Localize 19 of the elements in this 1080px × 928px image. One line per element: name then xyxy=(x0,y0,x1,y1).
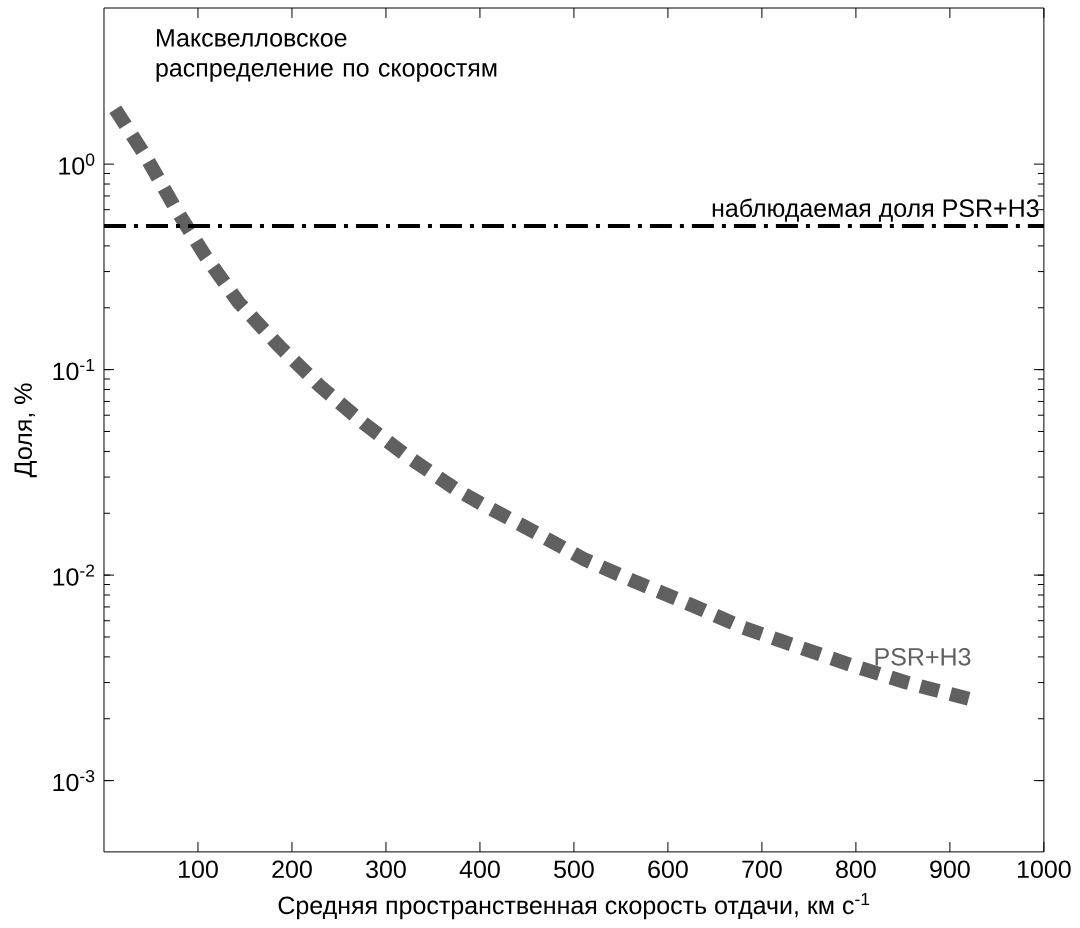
annotation: Максвелловское распределение по скоростям xyxy=(156,29,497,82)
x-tick-label: 1000 xyxy=(1017,860,1071,879)
y-axis-title: Доля, % xyxy=(14,383,37,478)
x-axis-title: Средняя пространственная скорость отдачи, км с$^{-1}$ xyxy=(278,893,870,920)
y-tick-label: 10$^{-1}$ xyxy=(53,359,95,381)
x-tick-label: 800 xyxy=(836,860,876,879)
y-tick-label: 10$^{-2}$ xyxy=(53,564,95,587)
ref-line-label: наблюдаемая доля PSR+H3 xyxy=(712,198,1039,223)
x-tick-label: 600 xyxy=(648,860,688,879)
y-tick-label: 10$^{-3}$ xyxy=(53,770,95,792)
x-tick-label: 400 xyxy=(459,860,500,879)
x-tick-label: 900 xyxy=(930,860,970,879)
x-tick-label: 200 xyxy=(272,860,312,879)
x-tick-label: 700 xyxy=(742,860,782,879)
x-tick-label: 500 xyxy=(554,860,594,879)
x-tick-label: 300 xyxy=(366,860,406,879)
y-tick-label: 10$^{0}$ xyxy=(59,153,95,176)
series-label: PSR+H3 xyxy=(875,648,971,666)
x-tick-label: 100 xyxy=(179,860,218,879)
